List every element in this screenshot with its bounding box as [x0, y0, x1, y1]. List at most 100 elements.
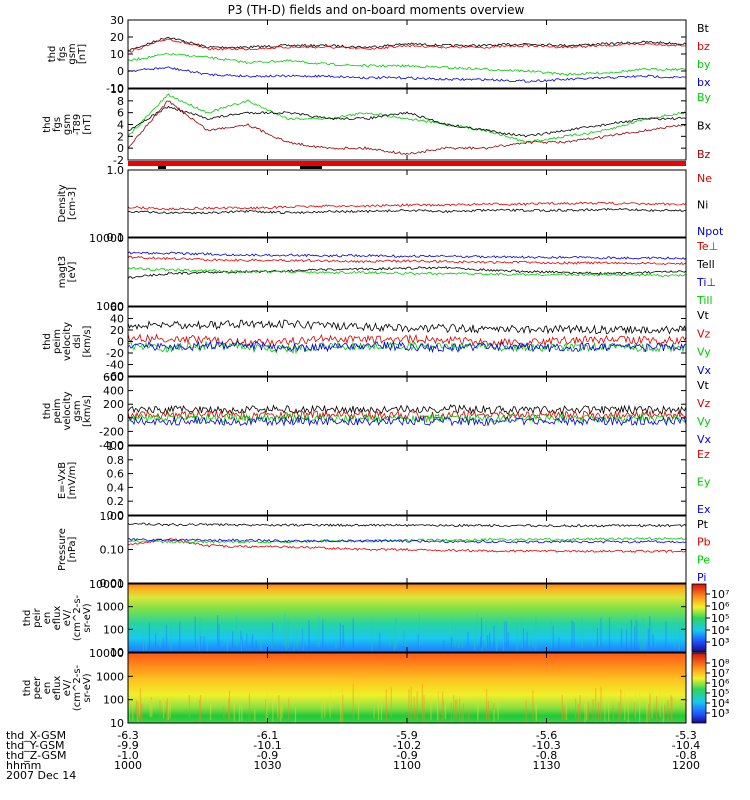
spectrogram-streak	[659, 691, 661, 718]
spectrogram-streak	[217, 615, 219, 647]
y-tick-label: 1.0	[107, 164, 125, 177]
series-line-bx	[127, 66, 687, 83]
spectrogram-streak	[525, 700, 527, 723]
spectrogram-streak	[502, 620, 505, 652]
y-tick-label: 1000	[96, 300, 124, 313]
y-tick-label: 20	[110, 31, 124, 44]
spectrogram-streak	[414, 707, 416, 720]
colorbar-tick-label: 10⁷	[711, 588, 729, 601]
y-axis-label-line: thd	[42, 333, 53, 350]
legend-entry-Till: Till	[696, 294, 713, 307]
spectrogram-streak	[141, 703, 143, 723]
y-tick-label: 400	[103, 385, 124, 398]
y-tick-label: -400	[99, 439, 124, 452]
spectrogram-streak	[535, 703, 537, 721]
spectrogram-streak	[377, 699, 380, 720]
spectrogram-streak	[137, 706, 139, 723]
series-line-Bt	[127, 36, 687, 52]
spectrogram-streak	[646, 702, 648, 723]
spectrogram-streak	[318, 615, 320, 648]
spectrogram-streak	[385, 689, 387, 722]
spectrogram-streak	[627, 699, 629, 723]
spectrogram-streak	[596, 627, 598, 647]
spectrogram-streak	[480, 617, 483, 648]
y-axis-label-line: eV/	[62, 679, 73, 696]
spectrogram-streak	[395, 617, 397, 649]
spectrogram-streak	[663, 705, 666, 720]
spectrogram-streak	[284, 613, 286, 647]
spectrogram-streak	[206, 631, 209, 652]
spectrogram-streak	[271, 631, 273, 649]
legend-entry-Pe: Pe	[697, 553, 710, 566]
y-axis-label: Pressure [nPa]	[57, 528, 78, 571]
spectrogram-streak	[417, 633, 419, 652]
legend-entry-Ne: Ne	[697, 172, 712, 185]
legend-entry-Te⊥: Te⊥	[696, 240, 718, 253]
spectrogram-streak	[394, 618, 396, 650]
spectrogram-streak	[678, 623, 680, 650]
series-line-Pe	[127, 536, 687, 544]
y-axis-label-line: peim	[52, 398, 63, 423]
spectrogram-streak	[487, 700, 490, 720]
spectrogram-streak	[516, 623, 518, 652]
spectrogram-streak	[278, 695, 280, 721]
y-axis-label: thd fgs gsm [nT]	[47, 43, 88, 64]
y-tick-label: 1.0	[107, 440, 125, 453]
spectrogram-streak	[430, 694, 432, 720]
y-axis-label-line: en	[42, 612, 53, 625]
spectrogram-streak	[416, 691, 418, 722]
panel-1: 30 20 10 0 -10 thd fgs gsm [nT] Bt bz by bx	[47, 14, 711, 95]
legend-entry-bz: bz	[697, 40, 710, 53]
series-line-Ni	[127, 207, 687, 215]
series-line-Pb	[127, 538, 687, 553]
footer-value: 1200	[672, 759, 700, 772]
spectrogram-streak	[618, 702, 620, 723]
legend-entry-Pi: Pi	[697, 571, 706, 584]
spectrogram-streak	[532, 631, 534, 649]
spectrogram-streak	[272, 695, 274, 722]
spectrogram-streak	[335, 636, 337, 649]
spectrogram-streak	[165, 627, 168, 650]
spectrogram-streak	[340, 701, 342, 723]
spectrogram-streak	[667, 700, 669, 722]
spectrogram-streak	[162, 637, 164, 651]
series-line-Pt	[127, 522, 687, 528]
y-tick-label: 40	[110, 313, 124, 326]
y-tick-label: 10	[110, 717, 124, 730]
spectrogram-streak	[306, 627, 309, 647]
spectrogram-streak	[678, 637, 681, 650]
y-axis-label-line: eV/	[62, 609, 73, 626]
spectrogram-streak	[194, 616, 196, 648]
y-axis-label: thd peim velocity dsl [km/s]	[42, 322, 93, 361]
spectrogram-texture	[142, 613, 681, 652]
y-tick-label: 0.1	[107, 231, 125, 244]
spectrogram-streak	[260, 635, 262, 651]
legend-entry-Vx: Vx	[697, 364, 712, 377]
spectrogram-streak	[199, 694, 202, 723]
spectrogram-streak	[577, 704, 580, 723]
y-axis-label: thd fgs gsm -T89 [nT]	[42, 114, 93, 136]
spectrogram-streak	[481, 628, 483, 652]
spectrogram-streak	[296, 629, 298, 649]
spectrogram-streak	[598, 629, 600, 647]
spectrogram-streak	[453, 695, 455, 721]
series-line-Vx	[127, 415, 687, 427]
footer-value: 1030	[254, 759, 282, 772]
legend-entry-Ni: Ni	[697, 199, 708, 212]
y-axis-label-line: en	[42, 682, 53, 695]
y-tick-label: 0.0	[107, 509, 125, 522]
legend-entry-Vz: Vz	[697, 327, 711, 340]
footer-value: 1100	[393, 759, 421, 772]
legend-entry-Vy: Vy	[697, 415, 711, 428]
spectrogram-streak	[209, 704, 212, 720]
spectrogram-streak	[199, 636, 202, 652]
legend-entry-Ex: Ex	[697, 503, 711, 516]
spectrogram-streak	[232, 631, 234, 649]
y-tick-label: 2	[117, 130, 124, 143]
series-line-Vz	[127, 333, 687, 348]
spectrogram-streak	[138, 695, 140, 718]
